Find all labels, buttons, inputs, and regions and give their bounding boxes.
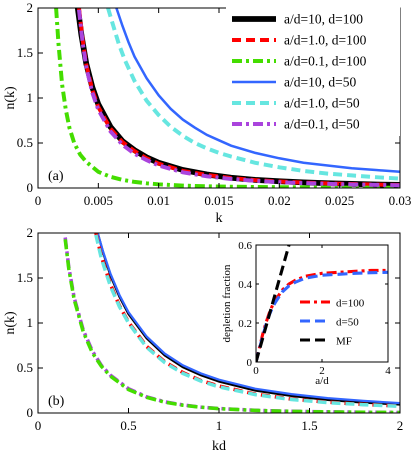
series-line-2 — [54, 8, 400, 188]
x-tick-label: 0.005 — [84, 193, 113, 208]
x-tick-label: 0.01 — [147, 193, 170, 208]
x-tick-label: 0.03 — [389, 193, 412, 208]
x-tick-label: 0.015 — [204, 193, 233, 208]
y-tick-label: 1.5 — [17, 270, 33, 285]
y-tick-label: 0.6 — [238, 240, 252, 252]
x-axis-label: kd — [212, 439, 226, 454]
y-tick-label: 0 — [247, 357, 253, 369]
y-tick-label: 1.5 — [17, 45, 33, 60]
x-tick-label: 4 — [385, 365, 391, 377]
panel-a-chart: 0 0.005 0.01 0.015 0.02 0.025 0.03 0 0.5 1 1.5 2 k n(… — [3, 0, 411, 226]
x-tick-label: 0.025 — [325, 193, 354, 208]
x-axis-label: a/d — [315, 375, 329, 387]
legend-entry-label: a/d=0.1, d=50 — [284, 117, 360, 132]
series-lines — [54, 8, 400, 188]
x-tick-label: 2 — [319, 365, 325, 377]
series-line-4 — [106, 8, 400, 181]
x-tick-label: 1.5 — [301, 418, 317, 433]
legend-entry-label: d=100 — [336, 298, 365, 310]
y-tick-label: 2 — [27, 225, 34, 240]
legend: a/d=10, d=100 a/d=1.0, d=100 a/d=0.1, d=10… — [232, 12, 367, 132]
series-line-3 — [94, 234, 400, 409]
x-tick-label: 0 — [35, 418, 42, 433]
y-tick-label: 0 — [27, 180, 34, 195]
x-tick-label: 0 — [35, 193, 42, 208]
y-tick-label: 0.2 — [238, 318, 252, 330]
legend-entry-label: a/d=1.0, d=100 — [284, 33, 367, 48]
y-tick-label: 1 — [27, 90, 34, 105]
legend-entry-label: a/d=1.0, d=50 — [284, 96, 360, 111]
y-tick-label: 2 — [27, 0, 34, 15]
x-tick-label: 1 — [216, 418, 223, 433]
panel-tag: (b) — [48, 394, 65, 409]
legend: d=100 d=50 MF — [300, 298, 365, 348]
legend-entry-label: a/d=0.1, d=100 — [284, 54, 367, 69]
legend-entry-label: d=50 — [336, 317, 359, 329]
x-tick-label: 0.5 — [120, 418, 136, 433]
x-axis-label: k — [216, 211, 223, 226]
y-tick-label: 0 — [27, 405, 34, 420]
y-tick-label: 0.4 — [238, 279, 252, 291]
legend-entry-label: a/d=10, d=50 — [284, 75, 356, 90]
y-tick-label: 1 — [27, 315, 34, 330]
x-tick-label: 0 — [253, 365, 259, 377]
legend-background — [226, 7, 400, 136]
panel-tag: (a) — [48, 169, 64, 184]
legend-entry-label: MF — [336, 336, 352, 348]
y-tick-label: 0.5 — [17, 360, 33, 375]
series-line-3 — [115, 8, 400, 174]
series-line-5 — [77, 9, 400, 188]
y-tick-label: 0.5 — [17, 135, 33, 150]
panel-b-chart: 0 0.5 1 1.5 2 0 0.5 1 1.5 2 kd n(k) (b) — [3, 225, 403, 454]
series-lines — [63, 233, 400, 413]
series-line-2 — [256, 245, 291, 362]
x-tick-label: 2 — [397, 418, 404, 433]
legend-entry-label: a/d=10, d=100 — [284, 12, 363, 27]
y-axis-label: n(k) — [3, 86, 18, 110]
y-axis-label: depletion fraction — [221, 264, 233, 342]
series-line-1 — [96, 233, 400, 405]
series-line-5 — [63, 239, 400, 413]
series-lines — [256, 245, 388, 362]
y-axis-label: n(k) — [3, 311, 18, 335]
x-tick-label: 0.02 — [268, 193, 291, 208]
